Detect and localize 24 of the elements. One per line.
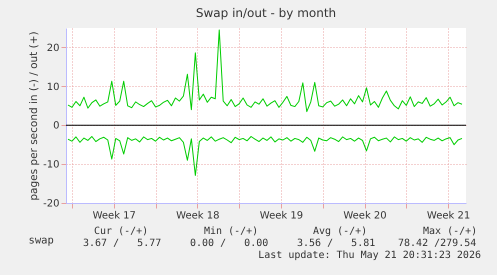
text: Avg (-/+)	[313, 226, 368, 237]
text: Cur (-/+)	[94, 226, 148, 237]
x-tick-label: Week 19	[260, 210, 304, 222]
text: 3.56 / 5.81	[297, 238, 376, 249]
text: swap	[28, 234, 54, 246]
text: Max (-/+)	[423, 226, 478, 237]
text: 3.67 / 5.77	[83, 238, 162, 249]
y-tick-label: 0	[53, 120, 60, 132]
y-axis-title: pages per second in (-) / out (+)	[28, 31, 40, 201]
line-series	[67, 29, 463, 112]
x-tick-label: Week 17	[92, 210, 136, 222]
x-tick-label: Week 18	[176, 210, 220, 222]
y-tick-label: 10	[46, 82, 60, 93]
x-tick-label: Week 20	[343, 210, 387, 222]
text: 0.00 / 0.00	[190, 238, 268, 249]
text: 78.42 /279.54	[398, 238, 476, 249]
chart-title: Swap in/out - by month	[196, 6, 336, 20]
y-tick-label: -10	[43, 160, 60, 171]
line-series	[67, 136, 463, 176]
text: Min (-/+)	[204, 226, 258, 237]
y-tick-label: 20	[46, 42, 60, 54]
y-tick-label: -20	[43, 198, 60, 210]
text: Last update: Thu May 21 20:31:23 2026	[258, 250, 481, 261]
x-tick-label: Week 21	[426, 210, 470, 222]
